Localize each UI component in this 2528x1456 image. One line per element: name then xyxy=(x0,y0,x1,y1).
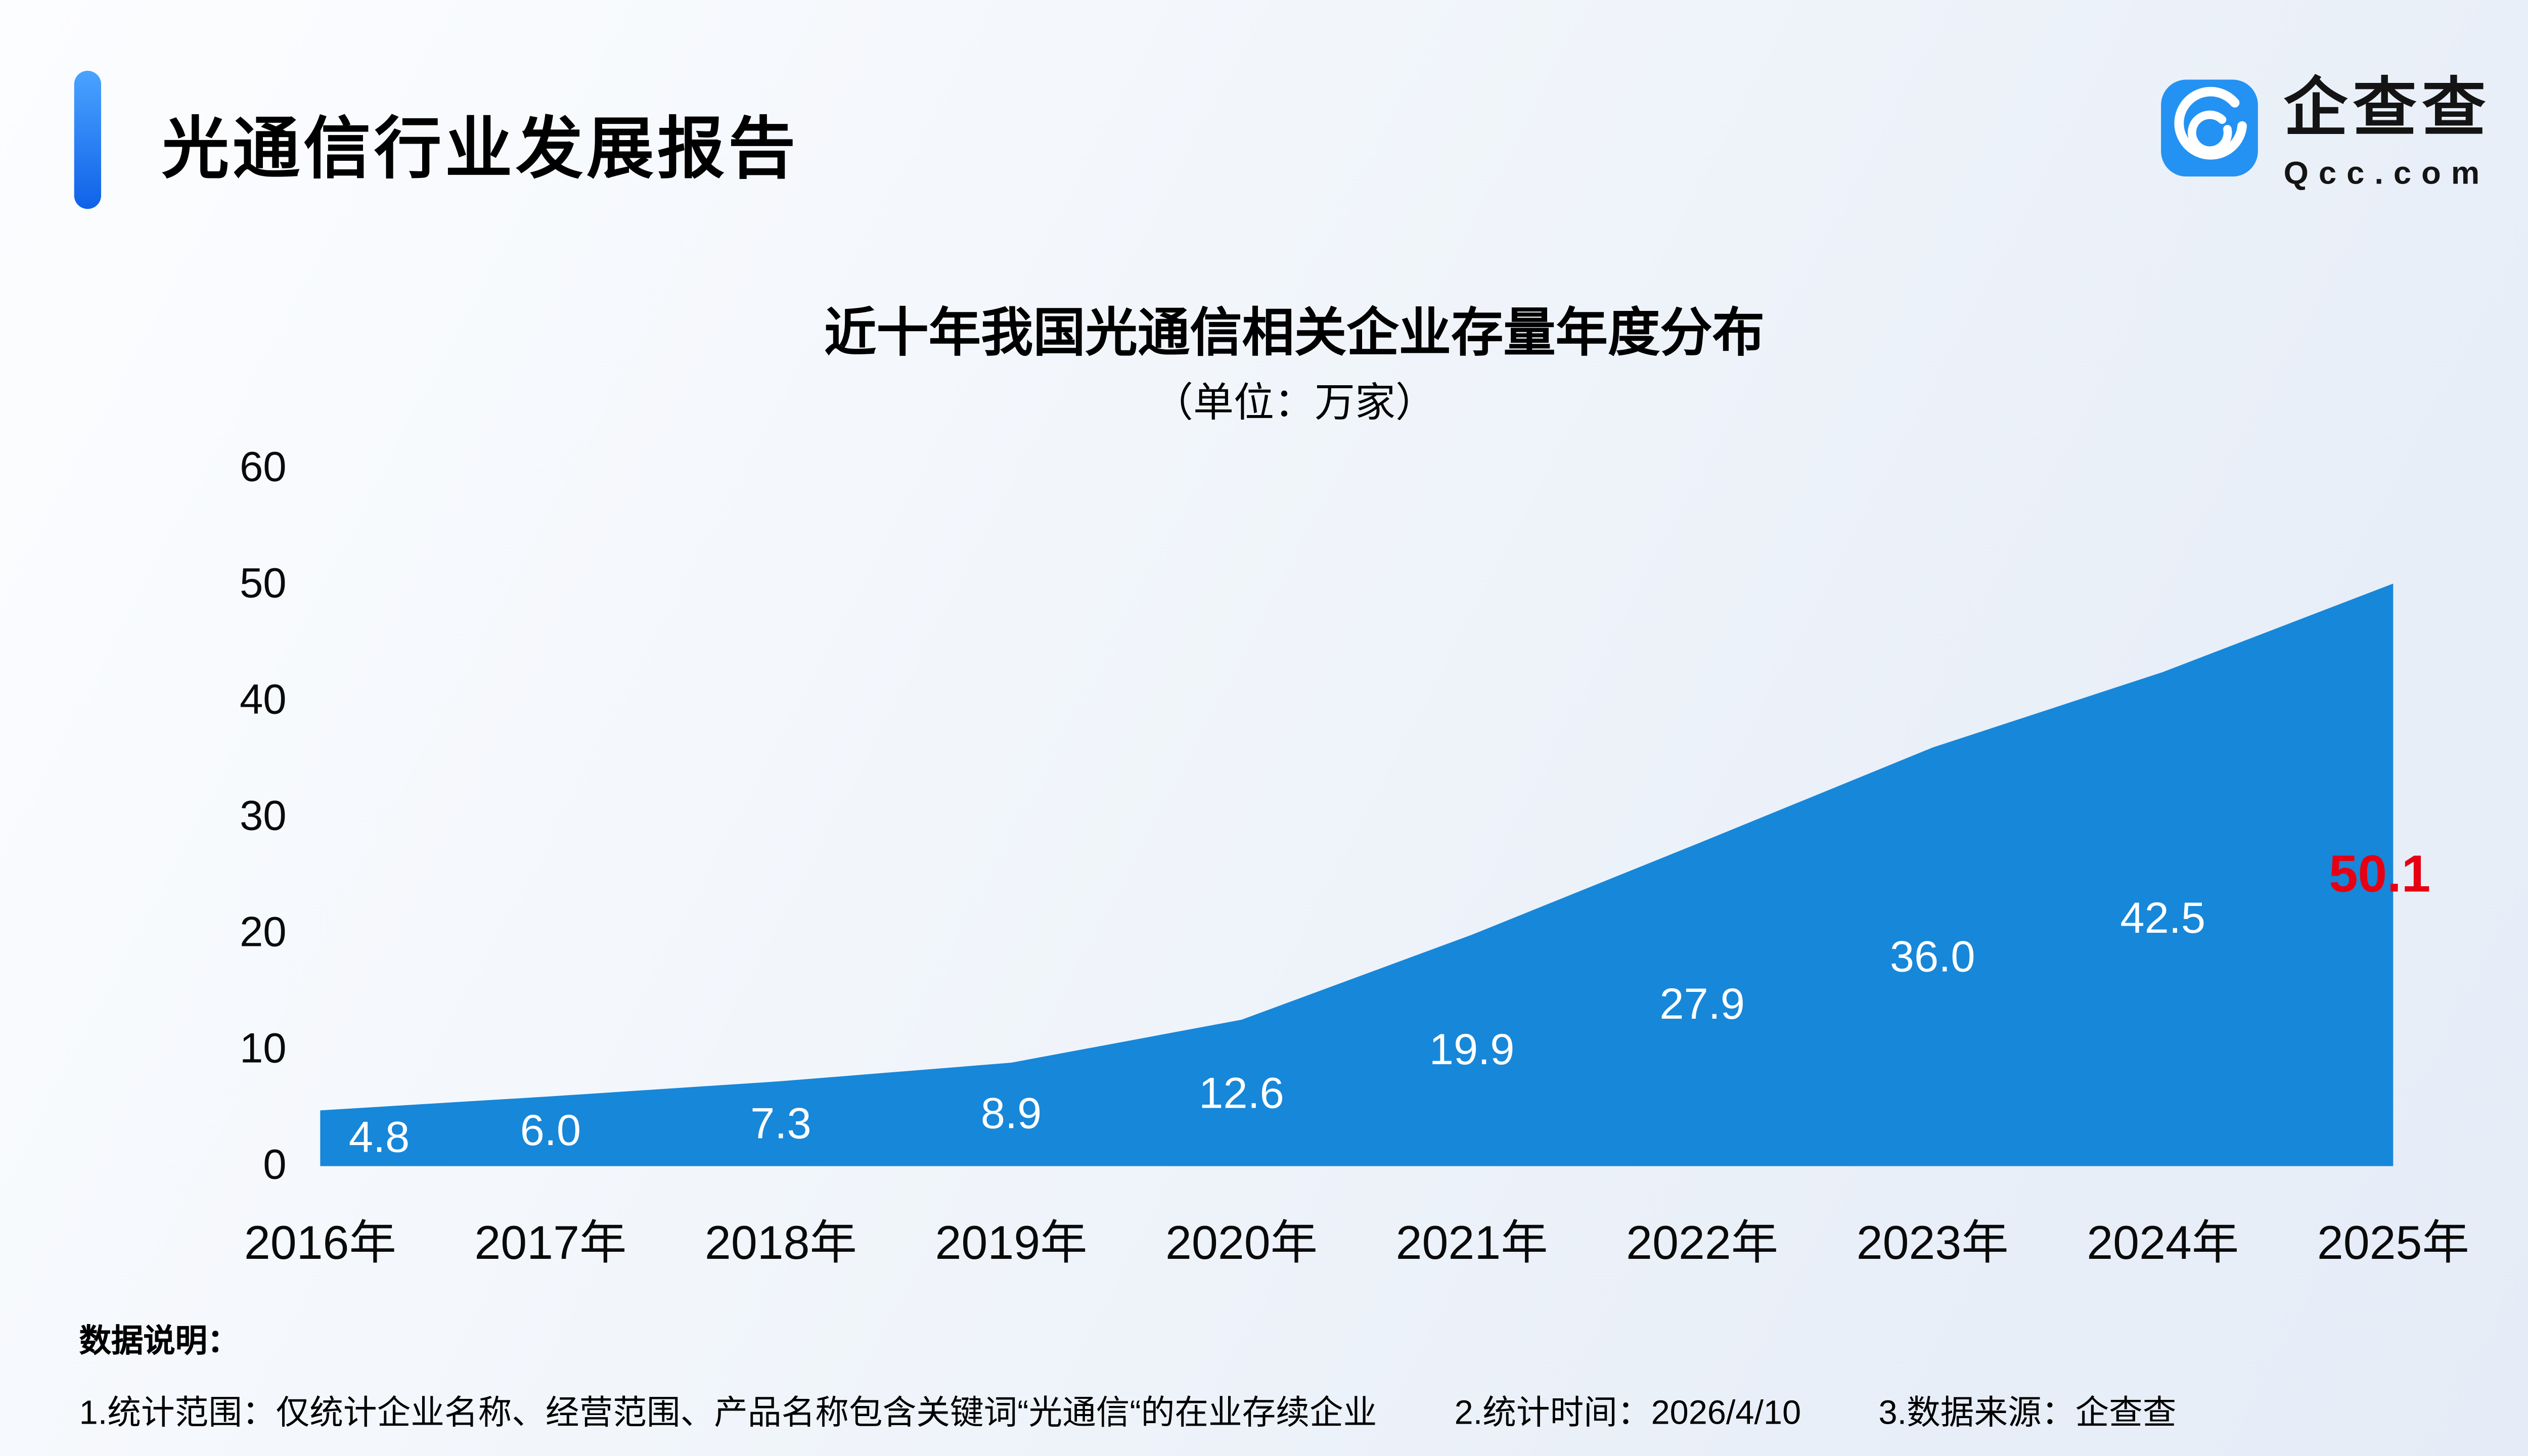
data-point-value-label: 8.9 xyxy=(980,1088,1042,1139)
x-axis-category-label: 2024年 xyxy=(2087,1216,2239,1269)
x-axis-category-label: 2021年 xyxy=(1395,1216,1548,1269)
y-axis-tick-label: 30 xyxy=(239,793,287,840)
chart-title: 近十年我国光通信相关企业存量年度分布 xyxy=(824,303,1765,362)
qcc-logo-text-block: 企查查 Qcc.com xyxy=(2283,74,2491,194)
note-item: 2.统计时间：2026/4/10 xyxy=(1454,1395,1801,1433)
data-point-value-label: 19.9 xyxy=(1429,1024,1515,1075)
qcc-logo-icon xyxy=(2161,79,2258,177)
x-axis-category-label: 2018年 xyxy=(704,1216,857,1269)
notes-line: 1.统计范围：仅统计企业名称、经营范围、产品名称包含关键词“光通信“的在业存续企… xyxy=(79,1385,2177,1434)
y-axis-tick-label: 60 xyxy=(239,444,287,491)
x-axis-category-label: 2020年 xyxy=(1165,1216,1318,1269)
x-axis-category-label: 2025年 xyxy=(2317,1216,2469,1269)
qcc-logo: 企查查 Qcc.com xyxy=(2159,74,2491,194)
note-item: 3.数据来源：企查查 xyxy=(1878,1395,2177,1433)
data-point-value-label: 4.8 xyxy=(348,1112,410,1163)
note-item: 1.统计范围：仅统计企业名称、经营范围、产品名称包含关键词“光通信“的在业存续企… xyxy=(79,1395,1377,1433)
data-point-value-label: 42.5 xyxy=(2120,893,2206,944)
x-axis-category-label: 2016年 xyxy=(244,1216,396,1269)
qcc-domain-text: Qcc.com xyxy=(2283,156,2490,192)
x-axis-category-label: 2017年 xyxy=(474,1216,627,1269)
y-axis-tick-label: 10 xyxy=(239,1025,287,1073)
x-axis-category-label: 2022年 xyxy=(1626,1216,1779,1269)
area-series xyxy=(320,583,2394,1166)
data-point-value-label: 36.0 xyxy=(1889,930,1975,981)
data-point-value-label: 12.6 xyxy=(1199,1067,1284,1118)
qcc-logo-text: 企查查 xyxy=(2283,74,2491,145)
data-point-value-label: 27.9 xyxy=(1659,978,1745,1029)
notes-heading: 数据说明： xyxy=(79,1324,240,1360)
report-title: 光通信行业发展报告 xyxy=(161,113,799,187)
x-axis-category-label: 2023年 xyxy=(1856,1216,2009,1269)
chart-unit-label: （单位：万家） xyxy=(1152,381,1436,427)
title-accent-bar xyxy=(74,70,101,209)
data-point-value-label: 6.0 xyxy=(520,1105,581,1156)
y-axis-tick-label: 50 xyxy=(239,560,287,608)
y-axis-tick-label: 40 xyxy=(239,676,287,724)
y-axis-tick-label: 0 xyxy=(263,1142,287,1189)
y-axis-tick-label: 20 xyxy=(239,909,287,957)
data-point-value-label: 7.3 xyxy=(750,1098,811,1149)
x-axis-category-label: 2019年 xyxy=(935,1216,1088,1269)
data-point-value-label: 50.1 xyxy=(2329,844,2431,904)
